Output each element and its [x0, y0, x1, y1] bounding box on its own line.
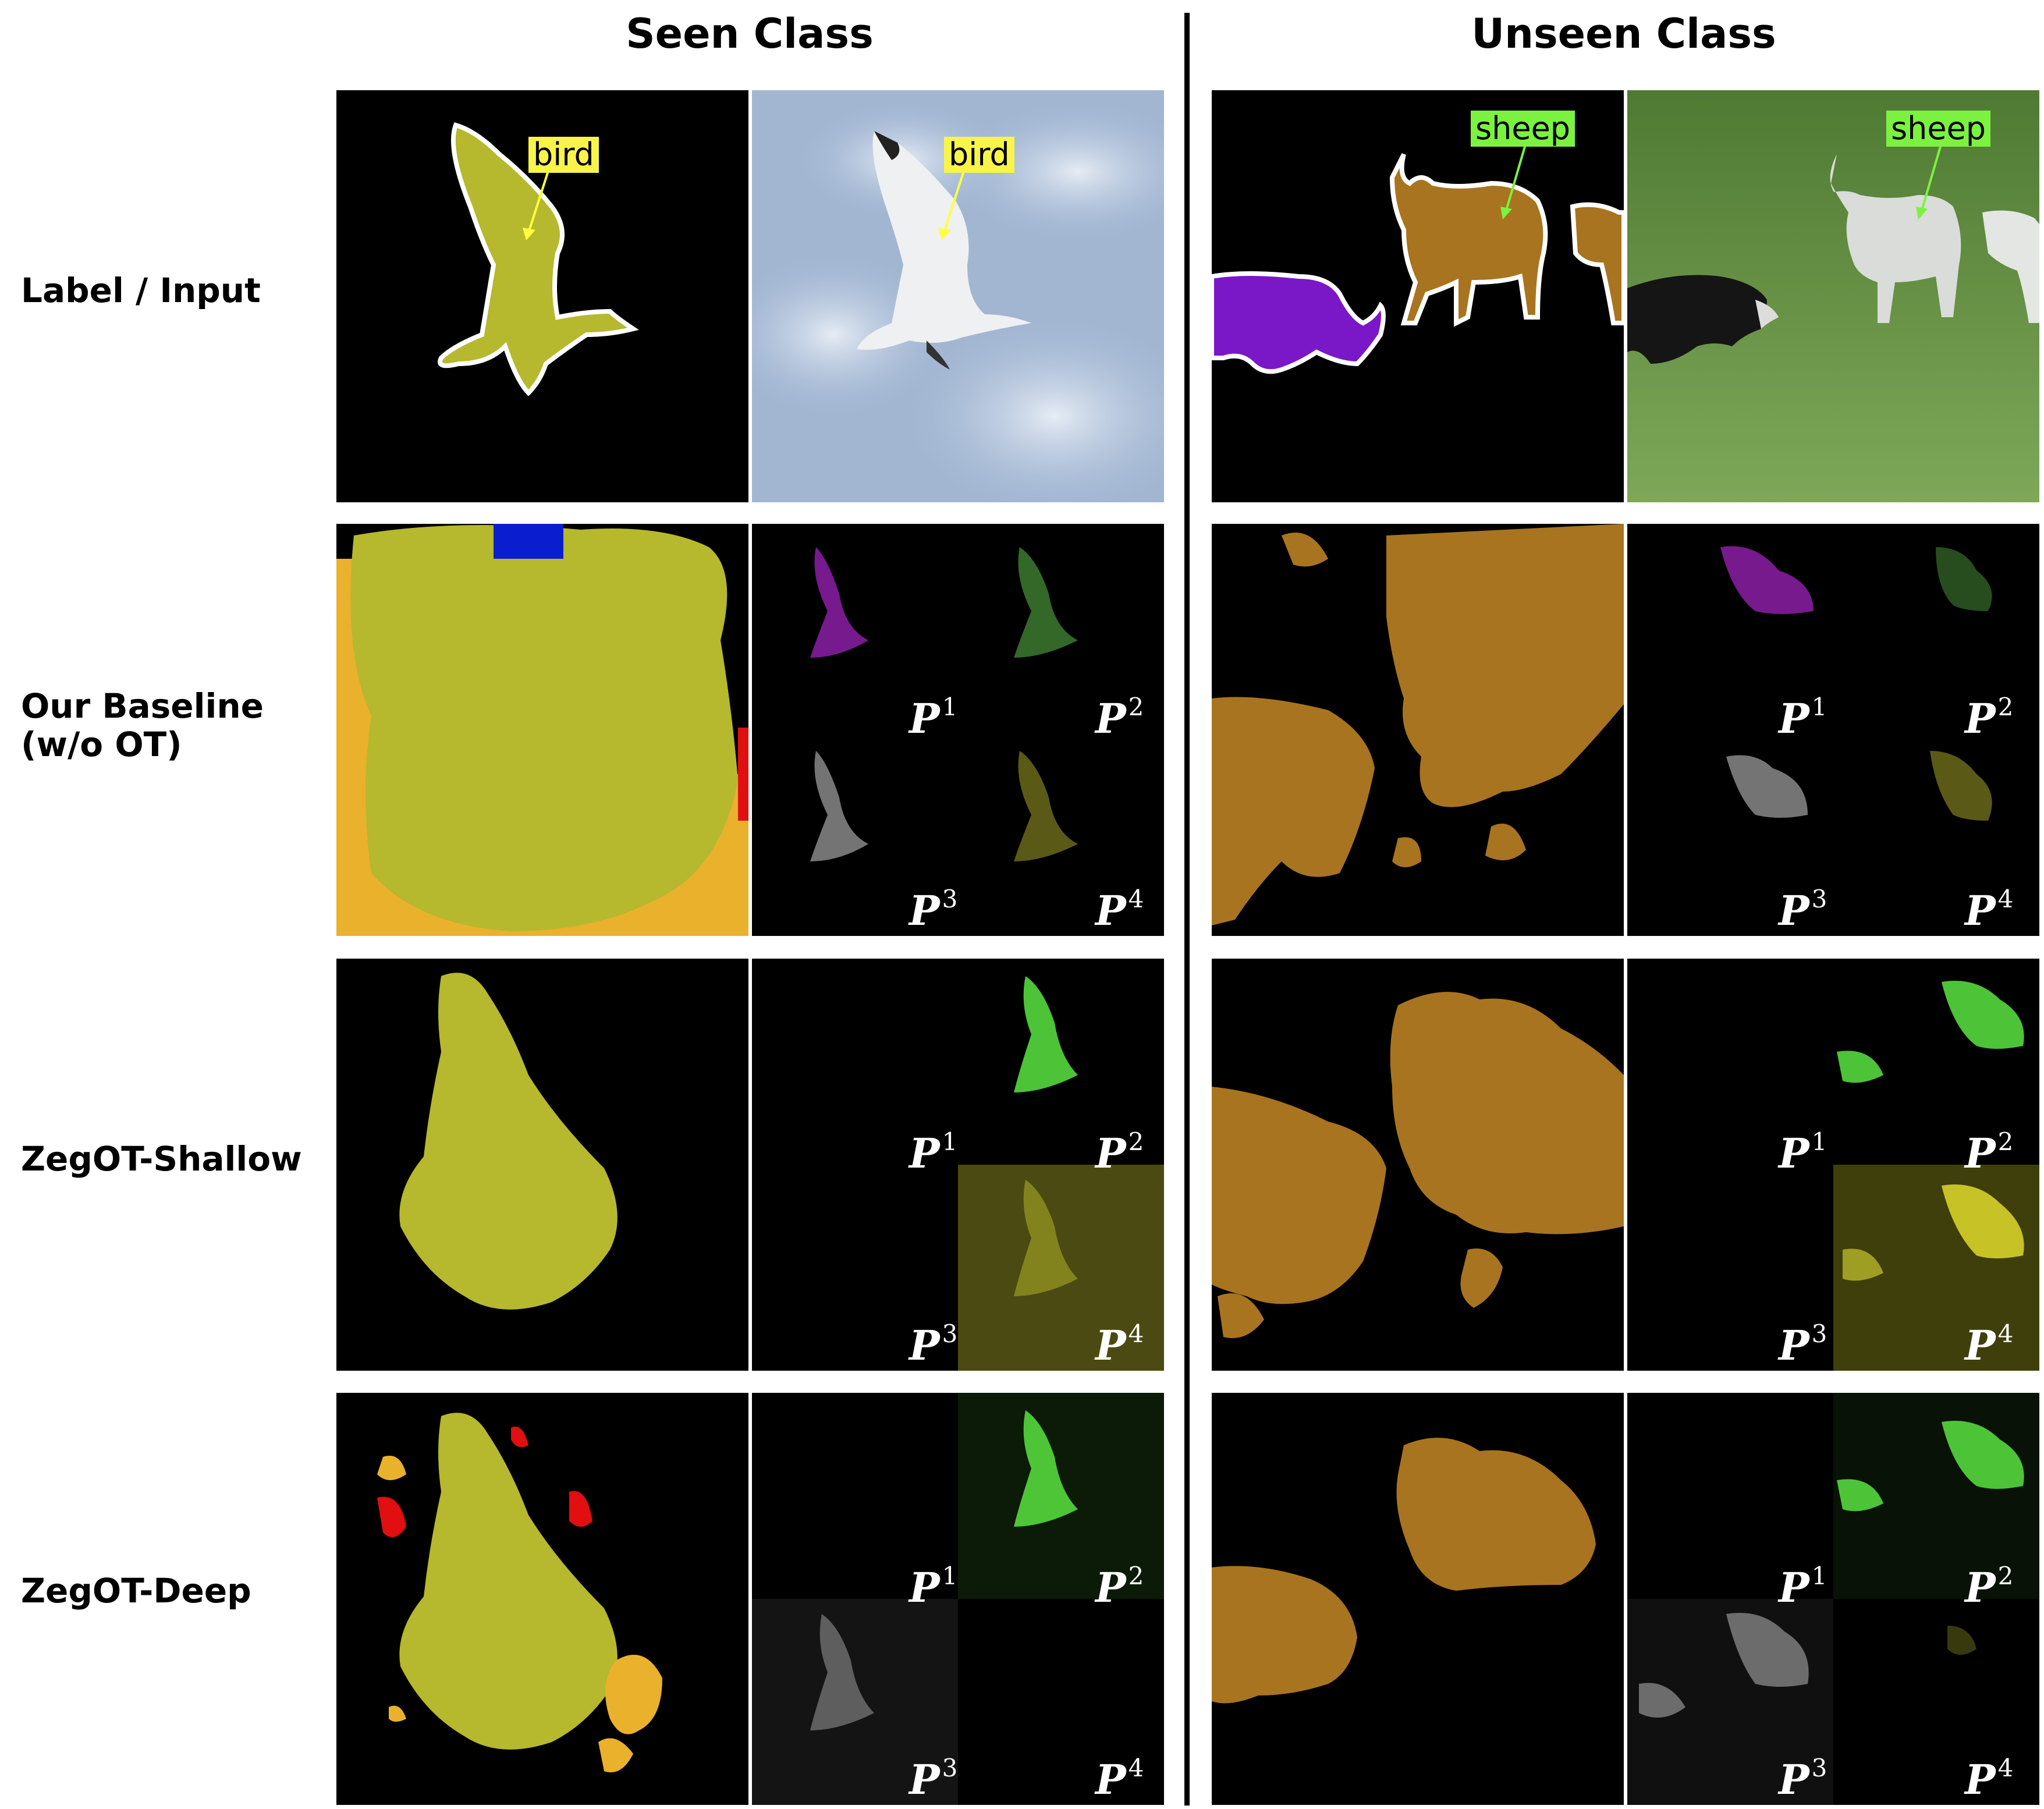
row-label-deep: ZegOT-Deep: [21, 1571, 251, 1611]
shallow-unseen-prediction: [1212, 959, 1624, 1371]
bird-input-image: bird: [752, 90, 1164, 502]
bird-label-tag: bird: [528, 137, 599, 173]
bird-input-tag: bird: [944, 137, 1014, 173]
prompt-p4-label: P4: [1965, 885, 2014, 935]
row-label-baseline: Our Baseline (w/o OT): [21, 687, 264, 764]
deep-unseen-prediction: [1212, 1393, 1624, 1805]
prompt-p4-label: P4: [1095, 1319, 1144, 1370]
shallow-seen-prompts: P1 P2 P3 P4: [752, 959, 1164, 1371]
shallow-unseen-prompts: P1 P2 P3 P4: [1627, 959, 2039, 1371]
prompt-p4-label: P4: [1965, 1319, 2014, 1370]
prompt-p4-label: P4: [1095, 1754, 1144, 1804]
row-label-shallow: ZegOT-Shallow: [21, 1139, 302, 1179]
baseline-unseen-prediction: [1212, 524, 1624, 936]
column-divider: [1184, 13, 1190, 1806]
prompt-p1-label: P1: [1779, 1127, 1827, 1177]
shallow-seen-prediction: [336, 959, 748, 1371]
bird-label-mask: bird: [336, 90, 748, 502]
prompt-p1-label: P1: [909, 693, 958, 743]
baseline-seen-prompts: P1 P2 P3 P4: [752, 524, 1164, 936]
prompt-p1-label: P1: [909, 1562, 958, 1612]
prompt-p2-label: P2: [1965, 1562, 2014, 1612]
prompt-p3-label: P3: [1779, 885, 1827, 935]
prompt-p1-label: P1: [1779, 693, 1827, 743]
prompt-p4-label: P4: [1965, 1754, 2014, 1804]
baseline-unseen-prompts: P1 P2 P3 P4: [1627, 524, 2039, 936]
seen-class-header: Seen Class: [626, 10, 874, 58]
prompt-p1-label: P1: [1779, 1562, 1827, 1612]
deep-seen-prediction: [336, 1393, 748, 1805]
prompt-p2-label: P2: [1965, 1127, 2014, 1177]
sheep-label-tag: sheep: [1471, 111, 1575, 147]
deep-unseen-prompts: P1 P2 P3 P4: [1627, 1393, 2039, 1805]
prompt-p3-label: P3: [909, 885, 958, 935]
prompt-p3-label: P3: [909, 1319, 958, 1370]
deep-seen-prompts: P1 P2 P3 P4: [752, 1393, 1164, 1805]
prompt-p3-label: P3: [1779, 1319, 1827, 1370]
unseen-class-header: Unseen Class: [1471, 10, 1776, 58]
prompt-p4-label: P4: [1095, 885, 1144, 935]
prompt-p2-label: P2: [1095, 1562, 1144, 1612]
prompt-p2-label: P2: [1965, 693, 2014, 743]
sheep-input-tag: sheep: [1886, 111, 1991, 147]
prompt-p2-label: P2: [1095, 693, 1144, 743]
row-label-baseline-text: Our Baseline (w/o OT): [21, 686, 264, 764]
prompt-p3-label: P3: [909, 1754, 958, 1804]
sheep-label-mask: sheep: [1212, 90, 1624, 502]
prompt-p1-label: P1: [909, 1127, 958, 1177]
row-label-input: Label / Input: [21, 271, 261, 310]
prompt-p2-label: P2: [1095, 1127, 1144, 1177]
sheep-input-image: sheep: [1627, 90, 2039, 502]
baseline-seen-prediction: [336, 524, 748, 936]
prompt-p3-label: P3: [1779, 1754, 1827, 1804]
